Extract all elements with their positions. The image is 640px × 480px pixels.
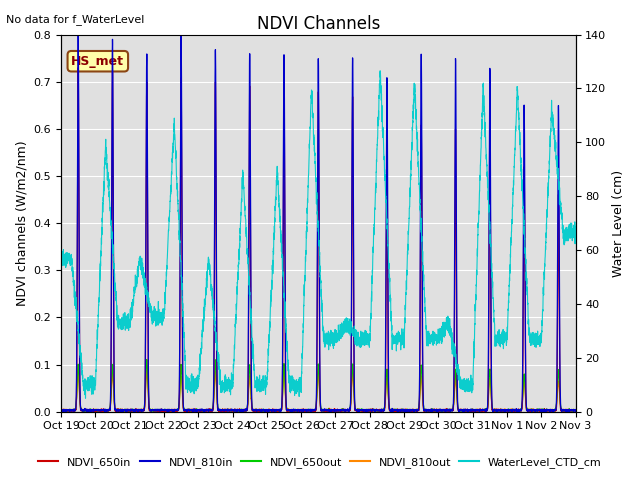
Legend: NDVI_650in, NDVI_810in, NDVI_650out, NDVI_810out, WaterLevel_CTD_cm: NDVI_650in, NDVI_810in, NDVI_650out, NDV… [34,452,606,472]
Text: No data for f_WaterLevel: No data for f_WaterLevel [6,14,145,25]
Y-axis label: Water Level (cm): Water Level (cm) [612,169,625,276]
Text: HS_met: HS_met [71,55,124,68]
Y-axis label: NDVI channels (W/m2/nm): NDVI channels (W/m2/nm) [15,140,28,306]
Title: NDVI Channels: NDVI Channels [257,15,380,33]
